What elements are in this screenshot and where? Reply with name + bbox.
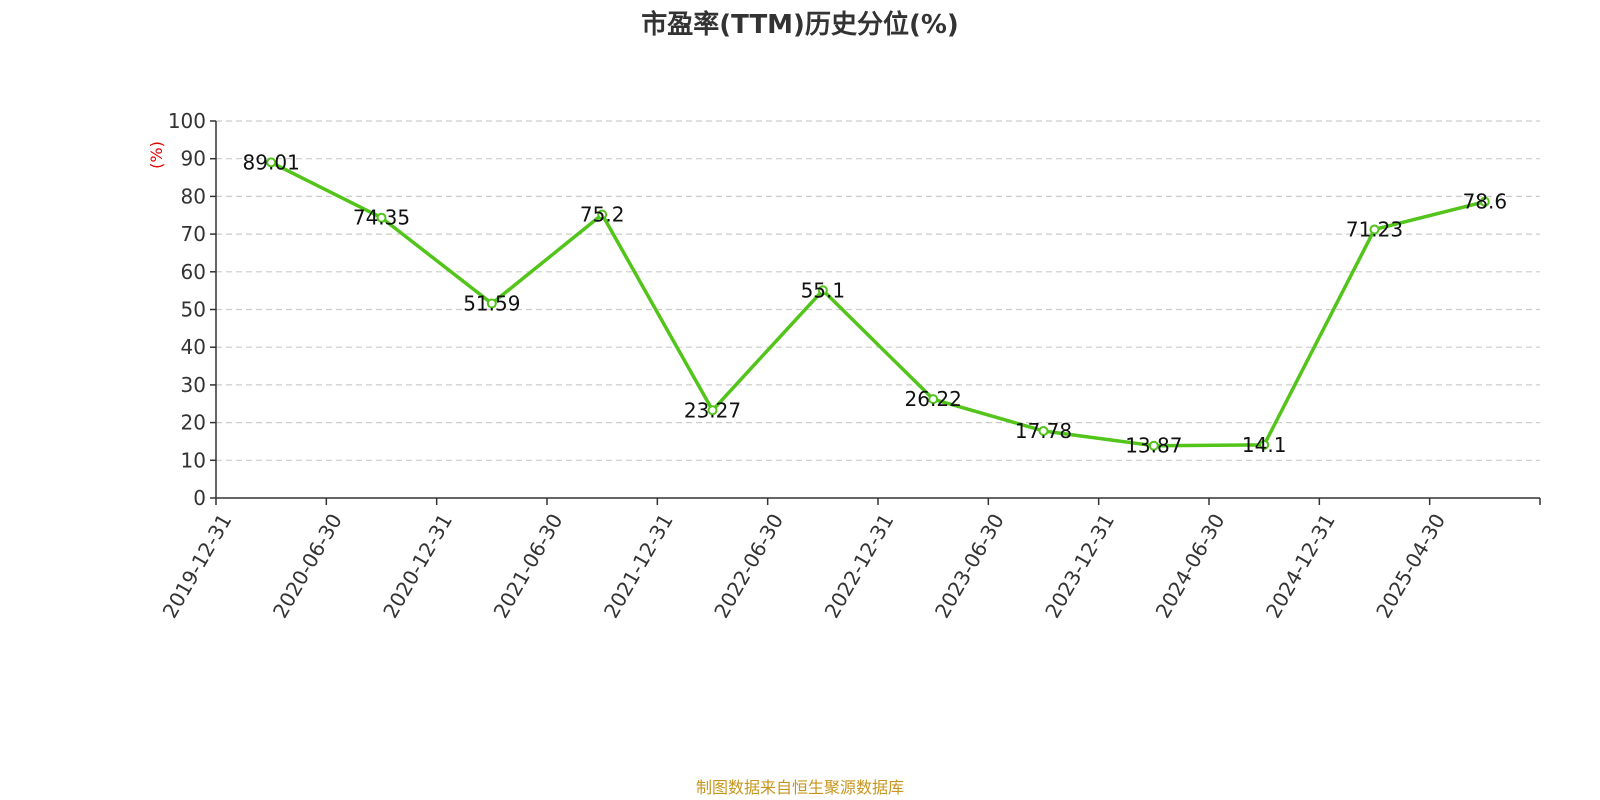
data-source-note: 制图数据来自恒生聚源数据库 [696,778,904,797]
y-tick-label: 90 [181,147,206,171]
series-line [269,160,1487,448]
data-label: 17.78 [1015,419,1072,443]
y-axis-unit-label: (%) [147,141,166,169]
x-tick-label: 2024-06-30 [1151,510,1230,623]
x-tick-label: 2024-12-31 [1261,510,1340,623]
x-tick-label: 2020-12-31 [378,509,457,622]
data-point[interactable] [1479,196,1490,207]
data-point[interactable] [817,285,828,296]
data-label: 51.59 [463,292,520,316]
data-point[interactable] [266,157,277,168]
y-tick-label: 40 [181,335,206,359]
y-axis-ticks: 0 10 20 30 40 50 60 70 80 90 100 [168,109,216,510]
data-label: 74.35 [353,206,410,230]
x-tick-label: 2022-06-30 [709,510,788,623]
y-tick-label: 0 [193,486,206,510]
data-point[interactable] [376,212,387,223]
series-line-group [266,157,1490,451]
data-point[interactable] [1369,224,1380,235]
y-tick-label: 30 [181,373,206,397]
x-tick-label: 2020-06-30 [268,510,347,623]
data-label: 89.01 [243,150,300,174]
data-label: 71.23 [1346,217,1403,241]
y-tick-label: 20 [181,411,206,435]
y-tick-label: 10 [181,448,206,472]
x-tick-label: 2019-12-31 [158,510,237,623]
y-tick-label: 50 [181,298,206,322]
data-label: 13.87 [1125,434,1182,458]
x-axis-ticks: 2019-12-31 2020-06-30 2020-12-31 2021-06-30… [158,498,1541,623]
data-labels: 89.01 74.35 51.59 75.2 23.27 55.1 26.22 17.78 13… [243,150,1508,457]
x-tick-label: 2022-12-31 [820,510,899,623]
data-label: 14.1 [1242,433,1287,457]
x-tick-label: 2023-06-30 [930,509,1009,622]
data-label: 55.1 [801,278,846,302]
data-point[interactable] [1038,425,1049,436]
x-tick-label: 2021-12-31 [599,510,678,623]
data-point[interactable] [1148,440,1159,451]
y-tick-label: 70 [181,222,206,246]
data-point[interactable] [597,209,608,220]
x-tick-label: 2023-12-31 [1040,510,1119,623]
data-label: 78.6 [1463,190,1508,214]
data-point[interactable] [1259,439,1270,450]
chart-title: 市盈率(TTM)历史分位(%) [641,9,959,40]
data-point[interactable] [928,394,939,405]
grid-lines [216,120,1540,461]
y-tick-label: 80 [181,184,206,208]
data-point[interactable] [707,405,718,416]
y-tick-label: 100 [168,109,206,133]
y-tick-label: 60 [181,260,206,284]
data-point[interactable] [486,298,497,309]
data-label: 26.22 [905,387,962,411]
x-tick-label: 2021-06-30 [489,510,568,623]
x-tick-label: 2025-04-30 [1371,510,1450,623]
data-label: 23.27 [684,398,741,422]
data-label: 75.2 [580,202,625,226]
